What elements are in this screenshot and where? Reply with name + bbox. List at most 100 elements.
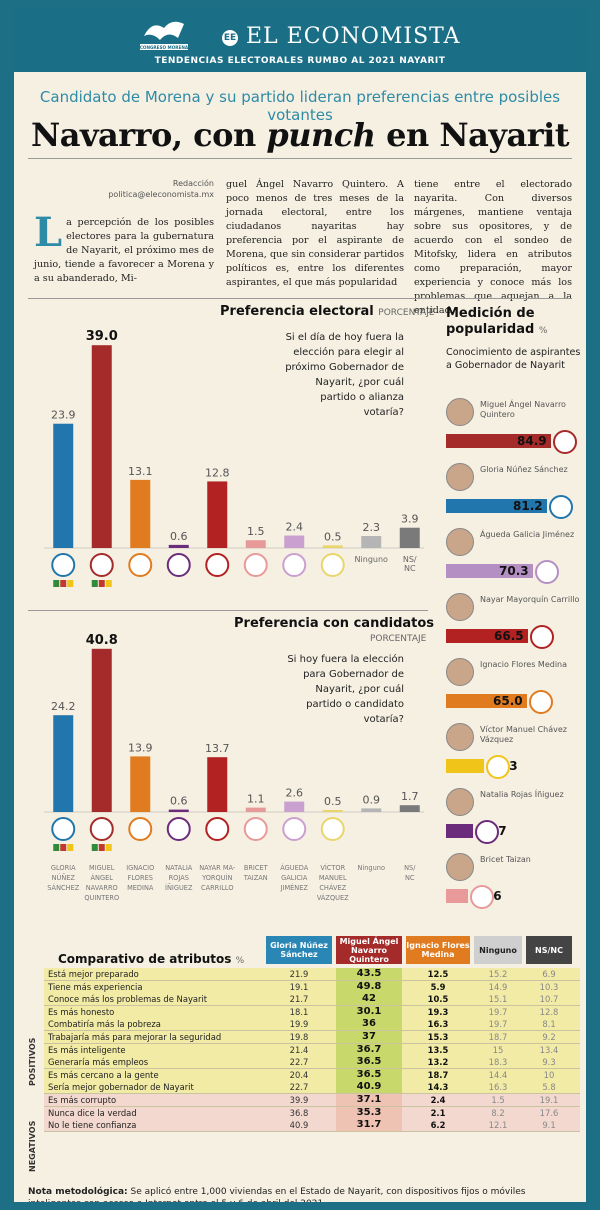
table-cell: 15.2 (488, 969, 508, 979)
candidate-photo (446, 723, 474, 751)
data-label-1: 23.9 (51, 409, 76, 422)
party-logo-icon (51, 553, 76, 577)
popularity-bar (446, 434, 551, 448)
table-cell: 14.3 (427, 1082, 449, 1093)
table-cell: 36.8 (289, 1107, 309, 1118)
popularity-row: Natalia Rojas Íñiguez21.7 (438, 788, 586, 858)
popularity-row: Ignacio Flores Medina 65.0 (438, 658, 586, 728)
table-cell: 30.1 (336, 1005, 402, 1018)
popularity-bar (446, 564, 533, 578)
candidate-name: Miguel Ángel Navarro Quintero (480, 400, 566, 419)
byline: Redacción politica@eleconomista.mx (34, 178, 214, 200)
coalition-icon (60, 844, 67, 851)
popularity-value: 65.0 (493, 694, 523, 708)
popularity-row: Águeda Galicia Jiménez 70.3 (438, 528, 586, 598)
table-cell: 15 (492, 1044, 504, 1055)
chart2-subtitle: PORCENTAJE (370, 634, 427, 644)
table-row: Generaría más empleos 22.7 36.5 13.2 18.3 9.3 (44, 1056, 580, 1070)
candidate-name: Águeda Galicia Jiménez (480, 530, 575, 539)
candidate-name: Ignacio Flores Medina (480, 660, 568, 669)
coalition-icon (91, 844, 98, 851)
row-label: Es más cercano a la gente (48, 1069, 159, 1080)
data-label-3: 13.9 (128, 741, 153, 754)
popularity-row: Nayar Mayorquín Carrillo 66.5 (438, 593, 586, 663)
bar-7 (284, 535, 305, 548)
data-label-6: 1.1 (247, 793, 265, 806)
table-cell: 13.5 (427, 1044, 449, 1055)
party-logo-icon (166, 553, 191, 577)
table-cell: 31.7 (336, 1119, 402, 1132)
bar-3 (130, 756, 151, 812)
table-cell: 1.5 (491, 1095, 505, 1105)
bar-8 (322, 545, 343, 548)
table-cell: 6.2 (430, 1120, 446, 1131)
party-logo-icon (549, 495, 573, 519)
party-logo-icon (535, 560, 559, 584)
table-cell: 12.8 (539, 1006, 559, 1017)
bar-9 (361, 536, 382, 548)
bar-4 (168, 809, 189, 812)
congress-logo-icon: CONGRESO MORENA (140, 21, 189, 50)
chart1-question: Si el día de hoy fuera la elección para … (285, 332, 404, 418)
bar-6 (245, 540, 266, 548)
table-cell: 12.5 (427, 969, 449, 979)
category-label: MIGUEL ÁNGEL NAVARRO QUINTERO (84, 864, 119, 902)
table-column-header: Gloria Núñez Sánchez (266, 936, 332, 964)
methodology-note: Nota metodológica: Se aplicó entre 1,000… (28, 1187, 526, 1202)
table-cell: 10.7 (539, 994, 559, 1005)
table-cell: 43.5 (336, 968, 402, 980)
coalition-icon (91, 580, 98, 587)
popularity-bar (446, 499, 547, 513)
data-label-4: 0.6 (170, 795, 188, 808)
party-logo-icon (89, 817, 114, 841)
table-cell: 6.9 (542, 969, 556, 979)
popularity-bar (446, 824, 473, 838)
bar-4 (168, 544, 189, 548)
table-cell: 19.1 (539, 1095, 559, 1105)
table-cell: 9.3 (542, 1057, 556, 1068)
table-cell: 14.9 (488, 981, 508, 992)
article-col-3: tiene entre el electorado nayarita. Con … (414, 179, 572, 316)
row-label: No le tiene confianza (48, 1120, 137, 1131)
bar-1 (53, 423, 74, 548)
table-cell: 40.9 (336, 1081, 402, 1094)
candidate-name: Víctor Manuel Chávez Vázquez (480, 725, 568, 744)
table-row: Nunca dice la verdad 36.8 35.3 2.1 8.2 17.6 (44, 1106, 580, 1120)
table-cell: 2.1 (430, 1107, 446, 1118)
table-cell: 20.4 (289, 1069, 309, 1080)
coalition-icon (98, 580, 105, 587)
bar-10 (399, 805, 420, 812)
data-label-10: 3.9 (401, 513, 419, 526)
row-label: Combatiría más la pobreza (48, 1019, 161, 1030)
table-cell: 2.4 (430, 1095, 446, 1105)
party-logo-icon (205, 817, 230, 841)
table-row: Es más corrupto 39.9 37.1 2.4 1.5 19.1 (44, 1094, 580, 1107)
candidate-photo (446, 853, 474, 881)
table-cell: 19.9 (289, 1019, 309, 1030)
party-logo-icon (243, 553, 268, 577)
row-label: Es más inteligente (48, 1044, 126, 1055)
popularity-row: Víctor Manuel Chávez Vázquez30.3 (438, 723, 586, 793)
party-logo-icon (470, 885, 494, 909)
party-logo-icon (320, 817, 345, 841)
table-cell: 16.3 (427, 1019, 449, 1030)
candidate-photo (446, 658, 474, 686)
row-label: Es más corrupto (48, 1095, 117, 1105)
table-cell: 22.7 (289, 1057, 309, 1068)
candidate-photo (446, 788, 474, 816)
table-row: Combatiría más la pobreza 19.9 36 16.3 19.7 8… (44, 1018, 580, 1032)
bar-5 (207, 757, 228, 812)
headline: Navarro, con punch en Nayarit (30, 116, 570, 154)
coalition-icon (60, 580, 67, 587)
table-cell: 15.1 (488, 994, 508, 1005)
coalition-icon (105, 580, 112, 587)
data-label-7: 2.6 (286, 787, 304, 800)
byline-name: Redacción (172, 179, 214, 188)
party-logo-icon (128, 817, 153, 841)
table-cell: 39.9 (289, 1095, 309, 1105)
dropcap: L (34, 209, 63, 256)
table-cell: 19.3 (427, 1006, 449, 1017)
party-logo-icon (89, 553, 114, 577)
data-label-3: 13.1 (128, 465, 153, 478)
party-logo-icon (475, 820, 499, 844)
